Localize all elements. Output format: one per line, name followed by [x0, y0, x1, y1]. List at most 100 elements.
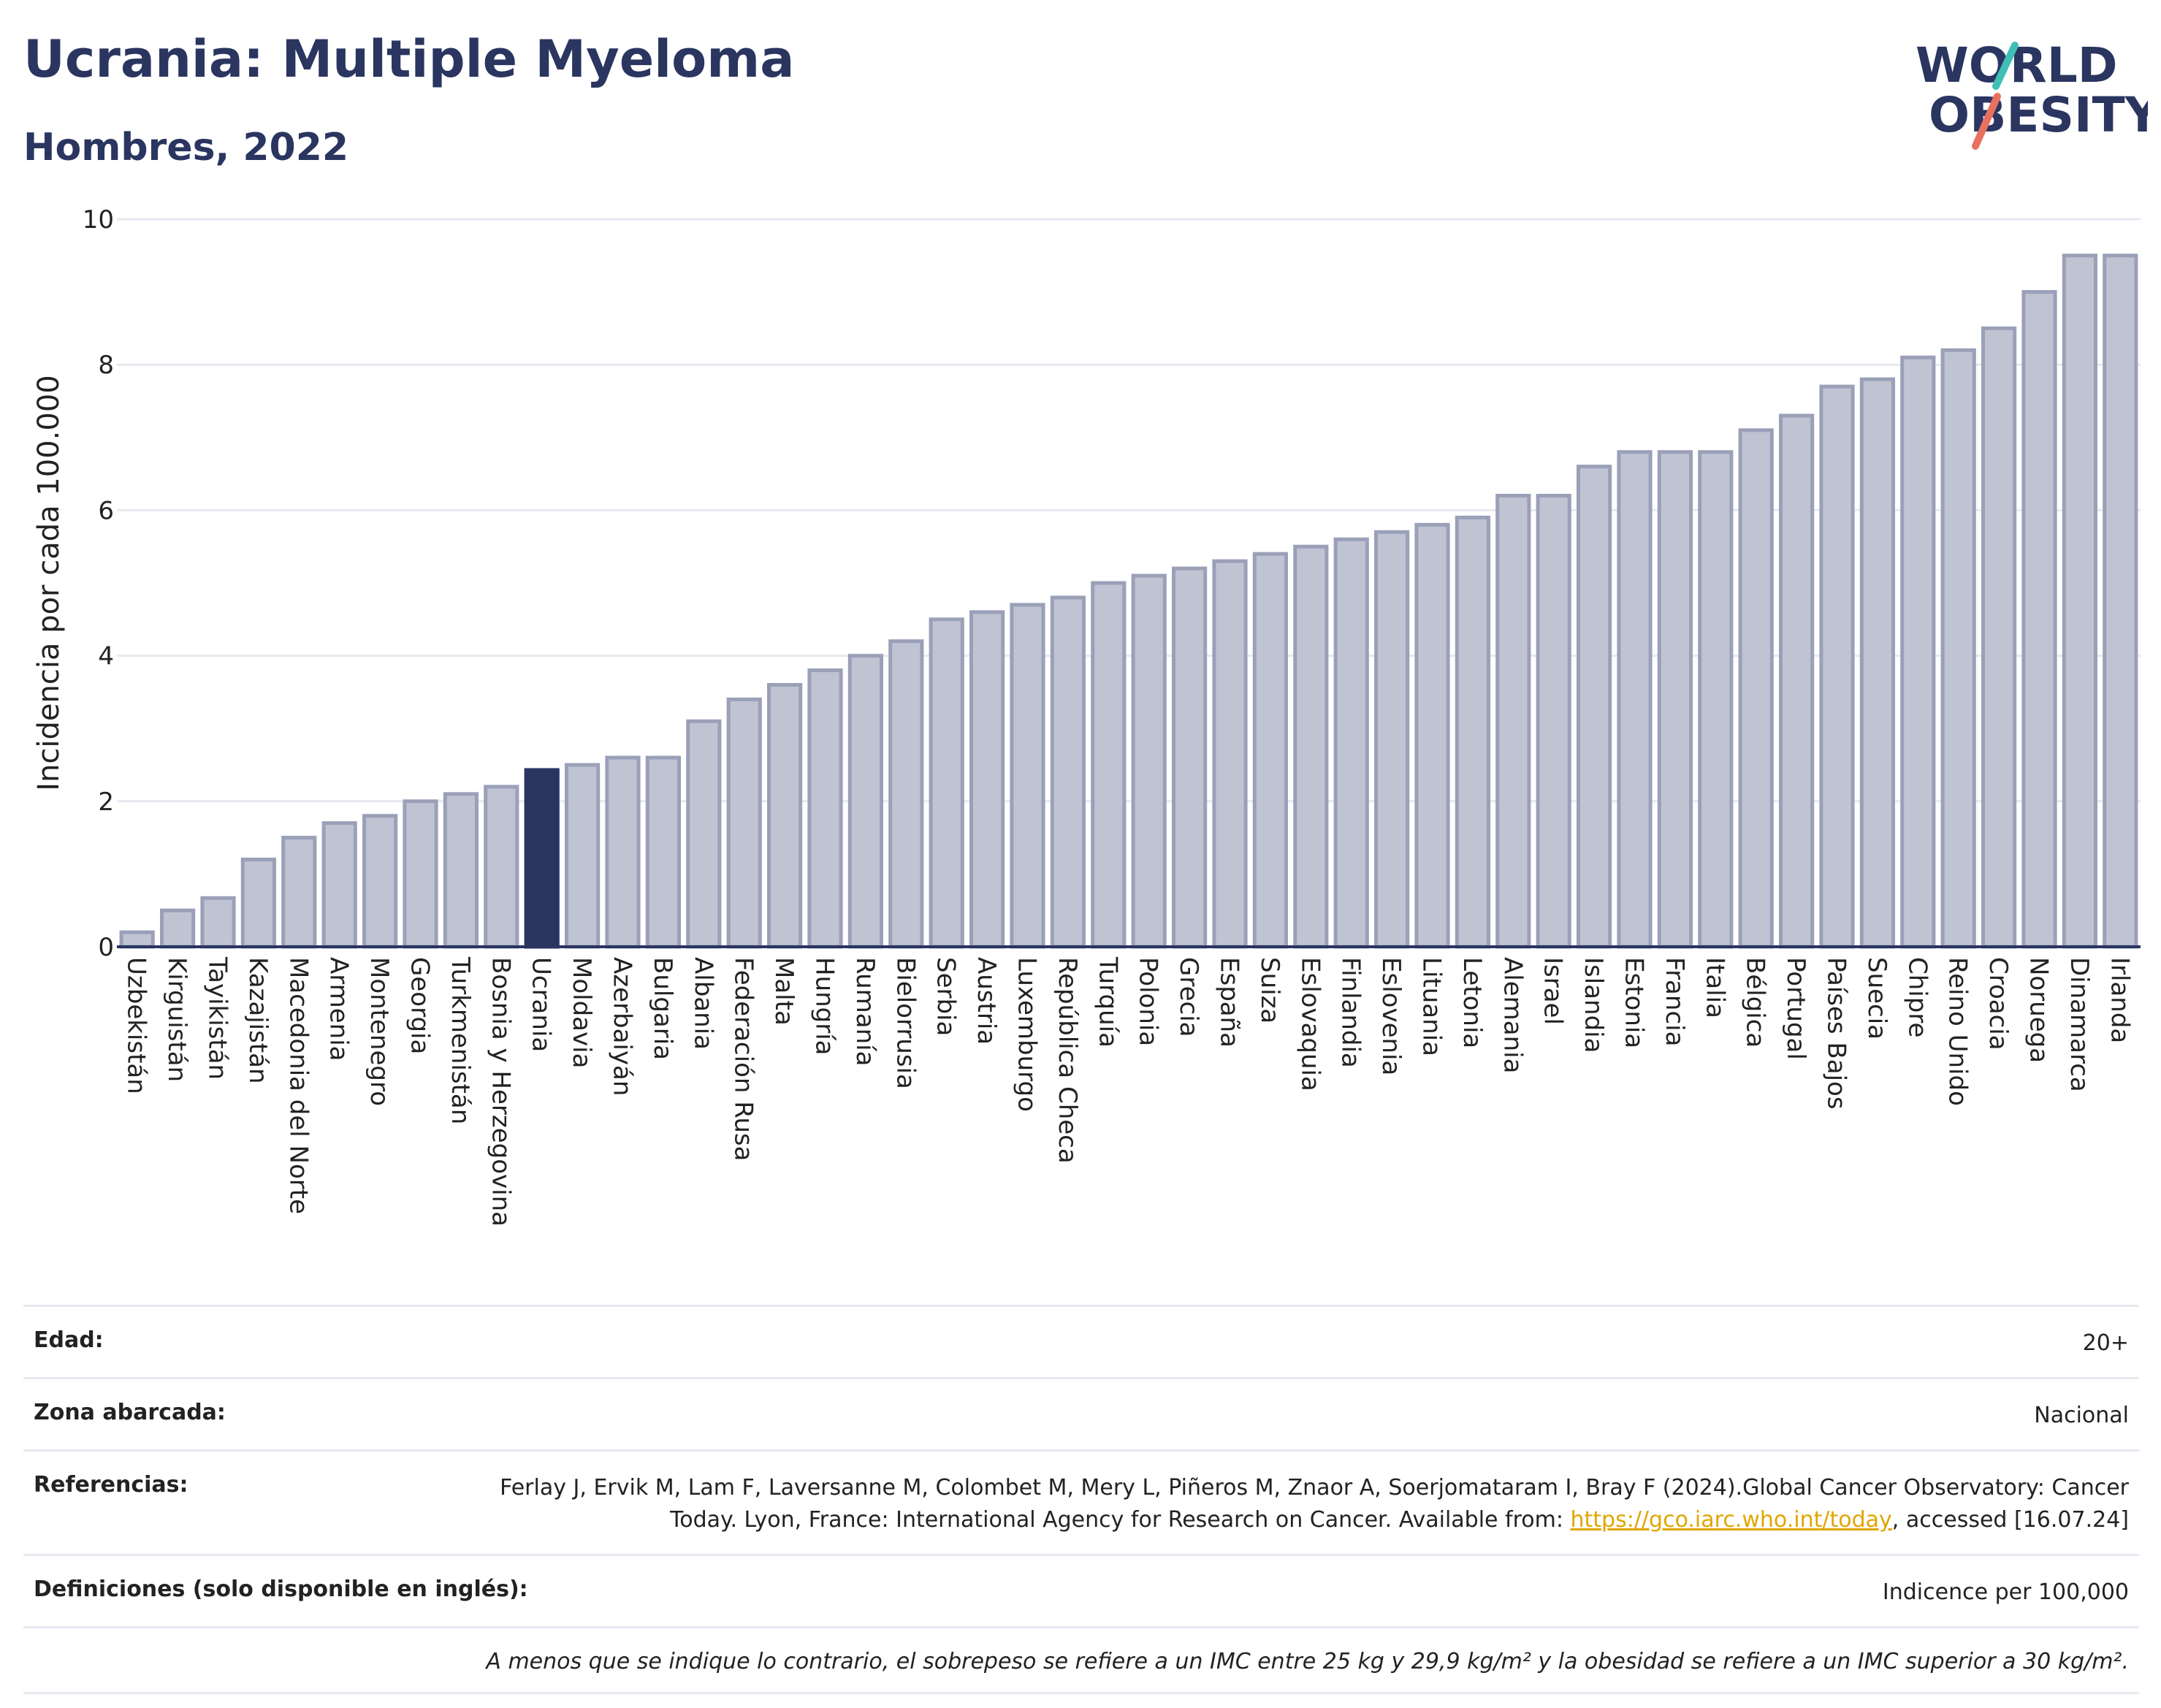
x-tick-label: Ucrania [527, 957, 556, 1052]
info-value-text: Nacional [2034, 1403, 2129, 1428]
info-value: Nacional [2034, 1400, 2129, 1432]
y-axis-ticks: 0 2 4 6 8 10 [83, 205, 114, 962]
x-tick-label: Georgia [405, 957, 435, 1054]
x-tick-label: Irlanda [2105, 957, 2134, 1043]
x-tick-label: Federación Rusa [729, 957, 758, 1161]
bar-16 [766, 682, 803, 949]
bar-46 [1981, 326, 2017, 949]
x-tick-label: Montenegro [365, 957, 394, 1106]
bar-49 [2103, 253, 2138, 949]
x-tick-label: Noruega [2024, 957, 2054, 1063]
bar-24 [1091, 581, 1127, 949]
bar-23 [1050, 595, 1086, 949]
bar-30 [1333, 537, 1369, 949]
x-tick-label: Dinamarca [2065, 957, 2094, 1092]
bar-20 [929, 617, 964, 949]
bar-14 [686, 719, 722, 949]
bars [119, 253, 2138, 949]
bar-48 [2062, 253, 2098, 949]
info-value-text: Indicence per 100,000 [1882, 1579, 2129, 1605]
x-tick-label: Suecia [1862, 957, 1891, 1040]
chart-title: Ucrania: Multiple Myeloma [23, 29, 795, 89]
x-tick-label: Serbia [931, 957, 961, 1036]
bar-22 [1010, 603, 1045, 949]
bar-21 [969, 610, 1005, 949]
bar-29 [1293, 544, 1329, 949]
x-tick-label: Azerbaiyán [608, 957, 637, 1096]
x-tick-label: Estonia [1620, 957, 1649, 1048]
x-tick-label: República Checa [1053, 957, 1082, 1164]
x-tick-label: Francia [1660, 957, 1689, 1046]
bar-10 [524, 768, 560, 949]
y-tick-label: 0 [98, 933, 114, 962]
y-tick-label: 2 [98, 788, 114, 817]
x-tick-label: Islandia [1579, 957, 1608, 1053]
info-row: Definiciones (solo disponible en inglés)… [23, 1554, 2139, 1626]
bar-19 [888, 639, 924, 949]
info-label: Zona abarcada: [34, 1400, 226, 1425]
info-value-text: Ferlay J, Ervik M, Lam F, Laversanne M, … [500, 1475, 2129, 1533]
x-tick-label: Bulgaria [648, 957, 677, 1060]
bar-8 [443, 792, 479, 949]
x-tick-label: Hungría [810, 957, 839, 1056]
bar-45 [1940, 348, 1976, 949]
bar-44 [1900, 355, 1936, 949]
bar-5 [321, 821, 357, 949]
bar-26 [1171, 566, 1208, 949]
chart-subtitle: Hombres, 2022 [23, 126, 349, 169]
info-value-text: 20+ [2082, 1330, 2129, 1356]
bar-37 [1617, 450, 1653, 949]
x-tick-label: Lituania [1417, 957, 1447, 1056]
bar-18 [847, 654, 884, 949]
info-table: Edad: 20+ Zona abarcada: Nacional Referencia… [23, 1305, 2139, 1694]
x-tick-label: Bielorrusia [891, 957, 920, 1089]
x-tick-label: Italia [1700, 957, 1729, 1018]
x-tick-label: Austria [972, 957, 1001, 1045]
x-tick-label: Eslovaquia [1295, 957, 1325, 1091]
x-tick-label: Grecia [1174, 957, 1203, 1037]
y-tick-label: 6 [98, 496, 114, 525]
x-tick-label: Chipre [1902, 957, 1932, 1037]
bar-17 [807, 668, 843, 949]
bar-0 [119, 930, 155, 949]
bar-31 [1373, 530, 1410, 949]
bar-11 [564, 763, 601, 949]
x-tick-label: Macedonia del Norte [283, 957, 313, 1214]
x-tick-label: Países Bajos [1822, 957, 1851, 1110]
x-tick-label: Eslovenia [1376, 957, 1406, 1075]
x-tick-label: Reino Unido [1943, 957, 1973, 1106]
world-obesity-logo: WORLD OBESITY [1916, 37, 2148, 150]
y-tick-label: 10 [83, 205, 114, 235]
x-tick-label: Armenia [324, 957, 354, 1061]
x-tick-label: Luxemburgo [1013, 957, 1042, 1112]
bar-39 [1698, 450, 1734, 949]
bar-33 [1455, 515, 1491, 949]
info-label: Definiciones (solo disponible en inglés)… [34, 1577, 528, 1602]
bar-32 [1414, 522, 1450, 949]
bar-27 [1212, 559, 1248, 949]
bar-28 [1252, 552, 1289, 949]
y-axis-label: Incidencia por cada 100.000 [32, 375, 66, 791]
x-tick-label: Kazajistán [243, 957, 272, 1084]
x-tick-label: Bosnia y Herzegovina [486, 957, 515, 1227]
bar-34 [1495, 493, 1531, 949]
x-tick-label: Uzbekistán [122, 957, 151, 1094]
x-tick-label: Turquía [1093, 956, 1122, 1048]
y-tick-label: 4 [98, 642, 114, 671]
logo-slash-top [1992, 42, 2019, 90]
bar-43 [1859, 377, 1896, 949]
bar-47 [2021, 290, 2057, 949]
logo-word-bottom: OBESITY [1929, 87, 2148, 143]
info-value: Ferlay J, Ervik M, Lam F, Laversanne M, … [449, 1472, 2129, 1536]
reference-link[interactable]: https://gco.iarc.who.int/today [1570, 1507, 1892, 1533]
info-row: Zona abarcada: Nacional [23, 1377, 2139, 1449]
x-tick-label: Finlandia [1336, 957, 1365, 1068]
y-tick-label: 8 [98, 351, 114, 380]
bar-36 [1576, 465, 1612, 949]
bar-41 [1778, 413, 1815, 949]
x-tick-label: Israel [1539, 957, 1568, 1025]
bar-chart: 0 2 4 6 8 10 Incidencia por cada 100.000 Uzbe… [32, 205, 2141, 1227]
x-tick-label: Portugal [1781, 957, 1810, 1060]
info-value: 20+ [2083, 1327, 2129, 1360]
x-tick-label: Suiza [1255, 957, 1284, 1023]
